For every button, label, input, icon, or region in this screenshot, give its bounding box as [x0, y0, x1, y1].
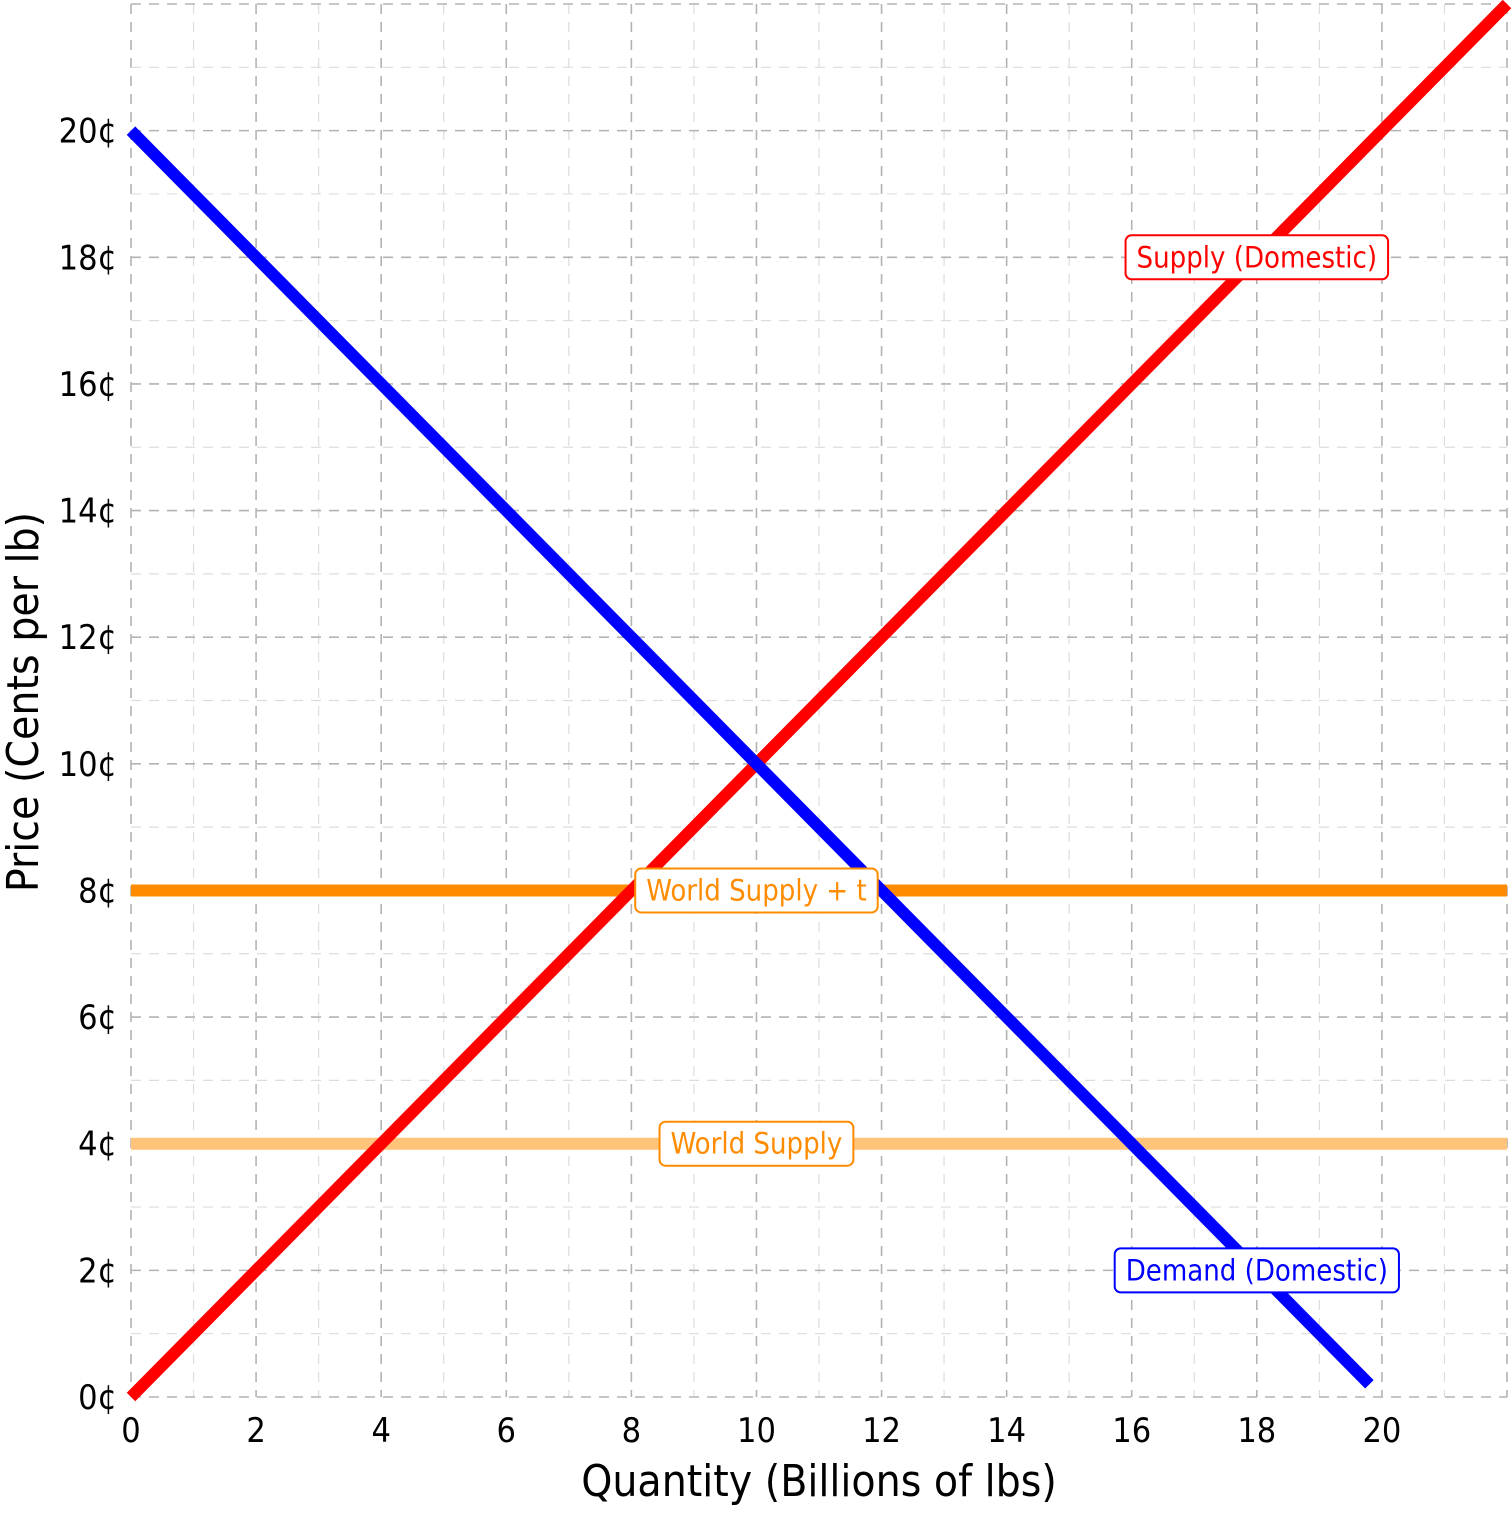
- y-tick-label: 16¢: [59, 365, 117, 405]
- y-tick-label: 6¢: [78, 998, 117, 1038]
- x-tick-label: 14: [987, 1411, 1026, 1451]
- y-tick-label: 0¢: [78, 1378, 117, 1418]
- series-label-box: [634, 867, 879, 914]
- y-tick-label: 12¢: [59, 618, 117, 658]
- x-tick-label: 0: [121, 1411, 140, 1451]
- y-tick-label: 10¢: [59, 745, 117, 785]
- series-label-box: [658, 1120, 855, 1167]
- x-tick-label: 16: [1112, 1411, 1151, 1451]
- x-axis-title: Quantity (Billions of lbs): [581, 1456, 1057, 1507]
- series-label-box: [1113, 1247, 1400, 1294]
- x-tick-label: 8: [622, 1411, 641, 1451]
- x-tick-label: 4: [371, 1411, 390, 1451]
- y-tick-label: 4¢: [78, 1125, 117, 1165]
- x-tick-label: 6: [497, 1411, 516, 1451]
- series-label: World Supply: [658, 1120, 855, 1167]
- y-axis-title: Price (Cents per lb): [0, 512, 49, 892]
- y-tick-label: 14¢: [59, 492, 117, 532]
- y-tick-label: 2¢: [78, 1251, 117, 1291]
- series-label: World Supply + t: [634, 867, 879, 914]
- x-tick-label: 12: [862, 1411, 901, 1451]
- series-labels: Supply (Domestic) Demand (Domestic) World …: [634, 234, 1400, 1294]
- tick-labels: 0 2 4 6 8 10 12 14 16 18 20 0¢ 2¢ 4¢ 6¢ 8¢ 10¢ 12¢ 14¢ 16¢ 1…: [59, 112, 1402, 1451]
- series-label-text: World Supply + t: [646, 873, 866, 907]
- x-tick-label: 2: [246, 1411, 265, 1451]
- series-label-text: Demand (Domestic): [1126, 1253, 1388, 1287]
- x-tick-label: 18: [1237, 1411, 1276, 1451]
- x-tick-label: 10: [737, 1411, 776, 1451]
- series-line: [126, 126, 1374, 1389]
- y-tick-label: 8¢: [78, 871, 117, 911]
- series-label: Demand (Domestic): [1113, 1247, 1400, 1294]
- series-label: Supply (Domestic): [1124, 234, 1390, 281]
- y-tick-label: 18¢: [59, 238, 117, 278]
- x-tick-label: 20: [1362, 1411, 1401, 1451]
- grid: [130, 3, 1508, 1398]
- y-tick-label: 20¢: [59, 112, 117, 152]
- series-label-box: [1124, 234, 1390, 281]
- series-label-text: World Supply: [671, 1127, 843, 1161]
- series-label-text: Supply (Domestic): [1137, 240, 1378, 274]
